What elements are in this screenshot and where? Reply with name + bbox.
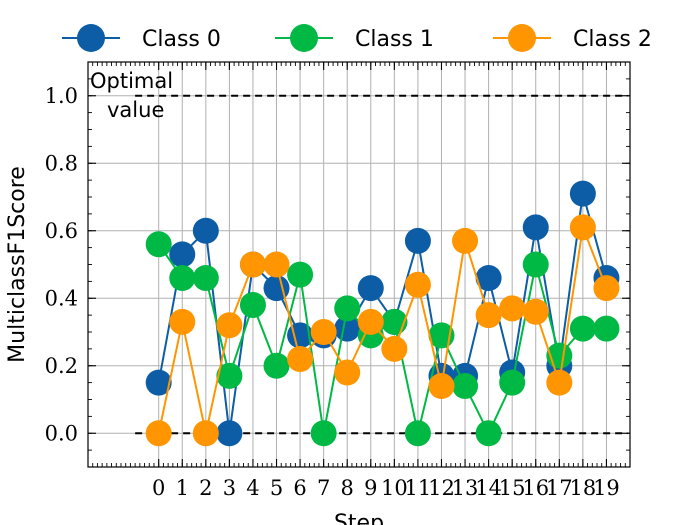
data-point (452, 227, 479, 254)
data-point (334, 315, 361, 342)
x-tick-label: 7 (317, 476, 330, 500)
x-tick-label: 15 (499, 476, 526, 500)
data-point (263, 352, 290, 379)
data-point (357, 275, 384, 302)
legend-marker (508, 24, 536, 52)
legend-item: Class 0 (62, 24, 221, 52)
x-tick-label: 11 (405, 476, 432, 500)
x-tick-label: 9 (364, 476, 377, 500)
grid (88, 62, 630, 467)
x-tick-label: 17 (546, 476, 573, 500)
series-line (157, 193, 608, 434)
data-point (216, 362, 243, 389)
data-point (239, 251, 266, 278)
data-point (499, 369, 526, 396)
data-point (145, 420, 172, 447)
x-tick-label: 1 (176, 476, 189, 500)
legend-item: Class 1 (275, 24, 434, 52)
data-point (452, 373, 479, 399)
series-2 (145, 214, 620, 447)
data-point (569, 180, 596, 207)
data-point (569, 315, 596, 342)
y-axis-label: MulticlassF1Score (5, 166, 30, 363)
axis-ticks: 0 1 2 3 4 5 6 7 8 9 101112131415161718190.00.20.40… (45, 61, 631, 500)
data-point (499, 295, 526, 322)
data-point (522, 214, 549, 241)
x-tick-label: 12 (428, 476, 455, 500)
y-tick-label: 0.4 (45, 286, 78, 310)
data-point (169, 265, 196, 291)
x-tick-label: 5 (270, 476, 283, 500)
data-point (334, 359, 361, 386)
reference-lines (135, 94, 628, 435)
x-tick-label: 14 (475, 476, 502, 500)
legend-marker (290, 24, 318, 52)
data-point (310, 319, 337, 345)
annotation-line-2: value (107, 98, 164, 122)
data-point (404, 227, 431, 254)
data-point (475, 420, 502, 447)
data-point (428, 373, 455, 399)
series-layer (145, 180, 620, 447)
annotation-line-1: Optimal (90, 69, 173, 93)
data-point (475, 302, 502, 329)
legend-item: Class 2 (493, 24, 652, 52)
series-1 (145, 231, 620, 447)
data-point (404, 271, 431, 298)
legend-label: Class 2 (573, 27, 652, 52)
y-tick-label: 0.2 (45, 354, 78, 378)
x-tick-label: 0 (152, 476, 165, 500)
x-tick-label: 3 (223, 476, 236, 500)
x-tick-label: 18 (570, 476, 597, 500)
data-point (357, 308, 384, 335)
x-tick-label: 10 (381, 476, 408, 500)
data-point (192, 217, 219, 244)
data-point (287, 261, 314, 288)
y-tick-label: 0.8 (45, 151, 78, 175)
data-point (381, 335, 408, 362)
data-point (263, 251, 290, 278)
data-point (169, 308, 196, 335)
x-tick-label: 19 (593, 476, 620, 500)
y-tick-label: 0.6 (45, 219, 78, 243)
data-point (522, 251, 549, 278)
data-point (334, 295, 361, 322)
data-point (145, 369, 172, 396)
optimal-value-annotation: Optimal value (90, 69, 173, 122)
x-tick-label: 16 (522, 476, 549, 500)
x-tick-label: 6 (293, 476, 306, 500)
x-tick-label: 4 (246, 476, 259, 500)
x-tick-label: 2 (199, 476, 212, 500)
data-point (522, 298, 549, 325)
legend-marker (77, 24, 105, 52)
data-point (145, 231, 172, 258)
data-point (287, 346, 314, 372)
data-point (593, 315, 620, 342)
legend: Class 0 Class 1 Class 2 (62, 24, 652, 52)
data-point (475, 265, 502, 291)
legend-label: Class 1 (355, 27, 434, 52)
data-point (546, 369, 573, 396)
data-point (569, 214, 596, 241)
y-tick-label: 0.0 (45, 421, 78, 445)
data-point (404, 420, 431, 447)
x-tick-label: 13 (452, 476, 479, 500)
data-point (593, 275, 620, 302)
x-axis-label: Step (334, 511, 384, 525)
data-point (239, 292, 266, 318)
y-tick-label: 1.0 (45, 84, 78, 108)
data-point (216, 420, 243, 447)
data-point (310, 420, 337, 447)
data-point (192, 265, 219, 291)
x-tick-label: 8 (341, 476, 354, 500)
data-point (216, 312, 243, 339)
data-point (192, 420, 219, 447)
legend-label: Class 0 (142, 27, 221, 52)
data-point (169, 241, 196, 268)
